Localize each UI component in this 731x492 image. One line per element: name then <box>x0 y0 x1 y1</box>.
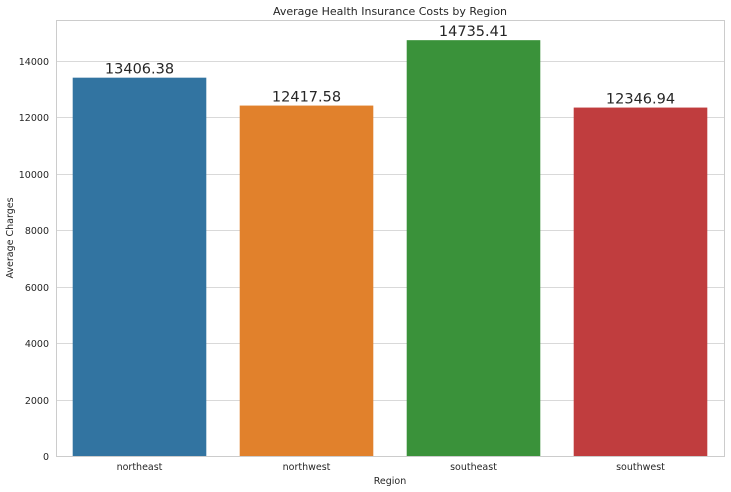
x-tick-labels: northeast northwest southeast southwest <box>117 462 666 473</box>
data-label-northwest: 12417.58 <box>272 90 341 106</box>
bar-northeast <box>72 77 207 457</box>
y-tick-label: 8000 <box>25 226 49 237</box>
x-tick-label-southwest: southwest <box>616 462 665 473</box>
data-label-northeast: 13406.38 <box>105 62 174 78</box>
x-tick-label-northeast: northeast <box>117 462 163 473</box>
plot-frame <box>56 20 725 457</box>
x-tick-label-northwest: northwest <box>283 462 331 473</box>
data-label-southwest: 12346.94 <box>606 92 675 108</box>
bar-southeast <box>406 40 541 457</box>
y-tick-label: 14000 <box>19 57 49 68</box>
data-label-southeast: 14735.41 <box>439 24 508 40</box>
x-tick-label-southeast: southeast <box>450 462 497 473</box>
y-tick-label: 0 <box>43 452 49 463</box>
x-axis-label: Region <box>374 476 407 487</box>
y-tick-label: 6000 <box>25 283 49 294</box>
y-axis-label: Average Charges <box>5 197 16 278</box>
y-tick-label: 2000 <box>25 396 49 407</box>
y-tick-labels: 0 2000 4000 6000 8000 10000 12000 14000 <box>19 57 49 463</box>
y-tick-label: 12000 <box>19 113 49 124</box>
y-tick-label: 10000 <box>19 170 49 181</box>
bar-northwest <box>239 105 374 457</box>
data-labels: 13406.38 12417.58 14735.41 12346.94 <box>105 24 675 107</box>
bar-southwest <box>573 107 708 457</box>
chart-title: Average Health Insurance Costs by Region <box>273 5 507 18</box>
bars <box>72 40 708 457</box>
y-tick-label: 4000 <box>25 339 49 350</box>
